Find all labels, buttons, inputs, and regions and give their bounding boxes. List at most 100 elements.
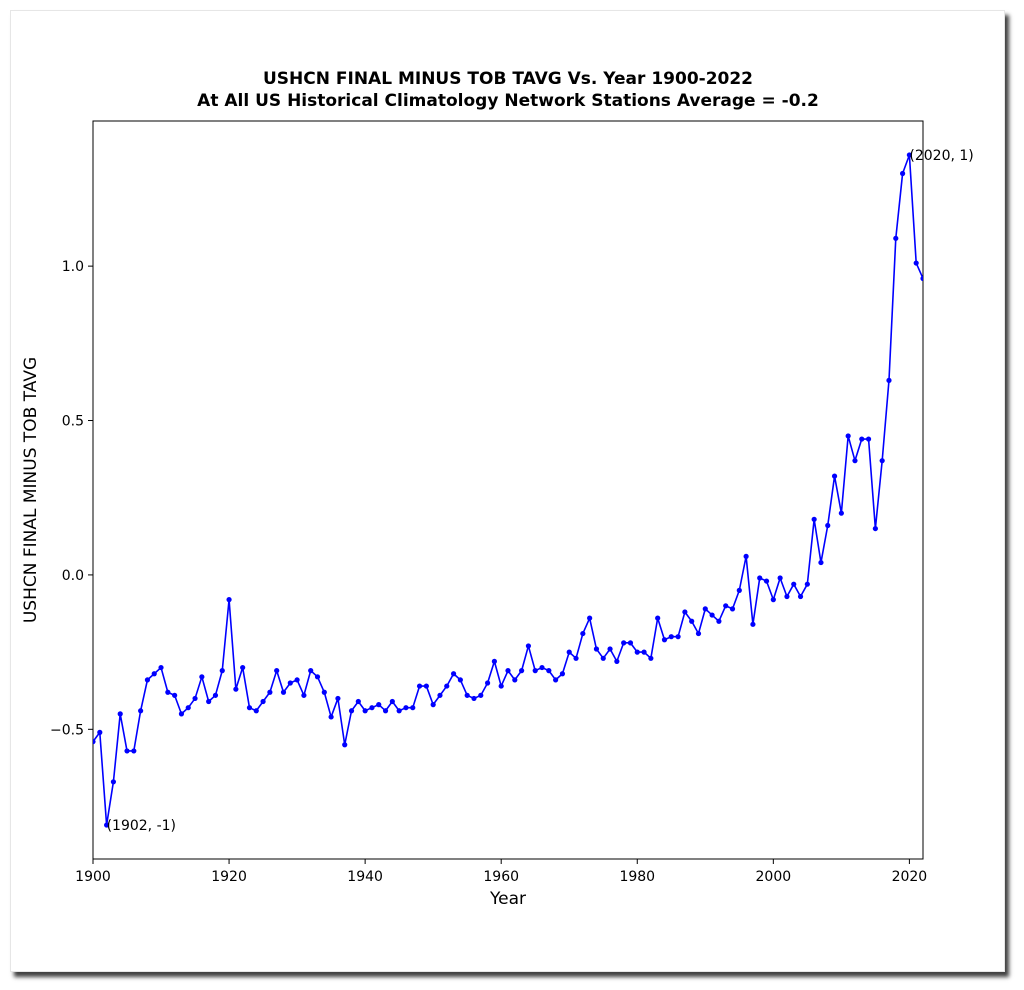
data-point: [777, 575, 783, 581]
data-point: [797, 593, 804, 600]
data-point: [566, 649, 572, 655]
y-axis-label: USHCN FINAL MINUS TOB TAVG: [21, 357, 41, 623]
data-point: [505, 668, 511, 674]
data-point: [423, 683, 429, 689]
data-point: [206, 698, 212, 705]
data-point: [246, 705, 253, 711]
data-point: [240, 664, 246, 671]
data-point: [682, 609, 688, 615]
y-tick-label: 1.0: [62, 259, 84, 275]
data-point: [450, 671, 457, 677]
chart-subtitle: At All US Historical Climatology Network…: [197, 91, 819, 111]
data-point: [328, 714, 334, 720]
data-point: [226, 597, 232, 603]
data-point: [655, 615, 661, 621]
data-point: [178, 711, 185, 717]
data-point: [362, 708, 368, 714]
data-point: [750, 621, 756, 627]
data-point: [348, 708, 355, 714]
data-point: [260, 698, 266, 705]
data-point: [573, 655, 579, 661]
data-point: [621, 640, 627, 646]
data-point: [212, 692, 219, 698]
data-point: [804, 581, 810, 587]
data-point: [124, 748, 130, 754]
data-point: [614, 658, 620, 664]
data-point: [593, 646, 600, 652]
data-point: [865, 436, 872, 442]
annotations: (1902, -1) (2020, 1): [107, 148, 974, 834]
data-point: [723, 603, 729, 609]
data-point: [104, 822, 110, 828]
data-point: [471, 695, 477, 702]
data-point: [172, 692, 178, 698]
data-point: [335, 695, 341, 702]
data-point: [519, 668, 525, 674]
data-point: [97, 729, 103, 735]
x-tick-label: 1980: [619, 869, 655, 885]
data-point: [580, 630, 586, 637]
data-point: [743, 553, 749, 559]
data-point: [233, 686, 239, 692]
data-point: [484, 680, 491, 686]
data-point: [287, 680, 293, 686]
data-point: [444, 683, 450, 689]
plot-area: [92, 120, 924, 860]
data-point: [859, 436, 865, 442]
x-tick-label: 2020: [892, 869, 928, 885]
data-point: [512, 677, 518, 683]
data-point: [294, 677, 300, 683]
data-point: [600, 655, 606, 661]
data-point: [165, 689, 171, 695]
data-point: [219, 668, 225, 674]
y-axis: −0.5 0.0 0.5 1.0: [50, 259, 93, 738]
data-point: [314, 674, 321, 680]
data-point: [668, 634, 674, 640]
data-point: [559, 671, 566, 677]
data-point: [689, 618, 695, 624]
data-point: [151, 671, 157, 677]
data-point: [825, 522, 831, 529]
data-point: [457, 677, 463, 683]
data-point: [525, 643, 532, 649]
data-point: [675, 634, 681, 640]
data-point: [811, 516, 817, 522]
data-point: [131, 748, 137, 754]
x-tick-label: 1940: [347, 869, 383, 885]
data-point: [886, 377, 892, 383]
data-point: [138, 708, 144, 714]
series-line: [93, 152, 923, 828]
data-point: [648, 655, 654, 661]
data-point: [736, 587, 742, 593]
data-point: [634, 649, 640, 655]
data-point: [893, 235, 899, 241]
figure-page: [10, 10, 1005, 972]
x-tick-label: 2000: [756, 869, 792, 885]
data-point: [437, 692, 443, 698]
x-axis-label: Year: [489, 889, 526, 909]
data-point: [93, 739, 96, 745]
data-point: [308, 668, 314, 674]
data-point: [920, 275, 923, 282]
data-point: [464, 692, 470, 698]
data-point: [709, 612, 715, 618]
data-point: [763, 578, 770, 584]
data-point: [913, 260, 919, 266]
data-point: [253, 708, 259, 714]
annotation-label: (2020, 1): [909, 148, 973, 164]
data-point: [498, 683, 504, 689]
data-point: [532, 668, 538, 674]
data-point: [491, 658, 497, 664]
data-point: [403, 705, 409, 711]
data-point: [757, 575, 763, 581]
data-point: [117, 711, 123, 717]
data-point: [845, 433, 851, 439]
data-point: [702, 606, 708, 612]
data-point: [410, 705, 416, 711]
data-point: [355, 698, 361, 705]
data-point: [852, 458, 858, 464]
data-point: [396, 708, 402, 714]
series-path: [93, 154, 923, 826]
data-point: [791, 581, 797, 587]
data-point: [539, 664, 545, 671]
